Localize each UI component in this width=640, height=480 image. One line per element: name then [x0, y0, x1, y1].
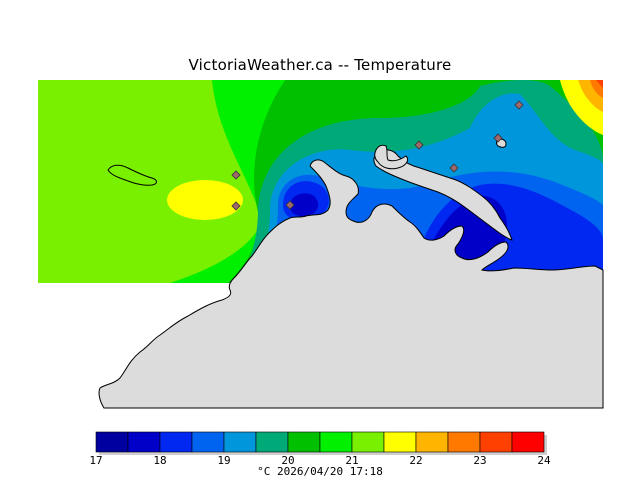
station-marker[interactable] [449, 163, 459, 173]
station-marker[interactable] [414, 140, 424, 150]
colorbar-bin [447, 431, 481, 453]
contour-21.5-22-warm-patch [167, 180, 243, 220]
island-north-hook [374, 144, 409, 170]
colorbar [95, 431, 547, 455]
colorbar-bin [351, 431, 385, 453]
colorbar-bin [159, 431, 193, 453]
colorbar-caption: °C 2026/04/20 17:18 [0, 465, 640, 478]
land-mass [98, 159, 604, 409]
station-marker[interactable] [231, 201, 241, 211]
station-marker[interactable] [493, 133, 503, 143]
colorbar-tick-label: 23 [473, 454, 487, 467]
colorbar-bin [127, 431, 161, 453]
colorbar-tick-label: 21 [345, 454, 359, 467]
colorbar-tick-label: 22 [409, 454, 423, 467]
colorbar-bin [319, 431, 353, 453]
colorbar-bin [287, 431, 321, 453]
colorbar-bin [383, 431, 417, 453]
colorbar-tick-label: 19 [217, 454, 231, 467]
station-marker[interactable] [285, 200, 295, 210]
timestamp-label: 2026/04/20 17:18 [276, 465, 383, 478]
colorbar-bin [479, 431, 513, 453]
colorbar-bin [95, 431, 129, 453]
colorbar-tick-label: 20 [281, 454, 295, 467]
contour-22.5-23-ne [590, 80, 603, 98]
map-title: VictoriaWeather.ca -- Temperature [188, 56, 452, 74]
island-west [107, 164, 157, 186]
colorbar-bin [255, 431, 289, 453]
unit-label: °C [257, 465, 271, 478]
colorbar-tick-label: 18 [153, 454, 167, 467]
colorbar-bin [191, 431, 225, 453]
colorbar-bin [223, 431, 257, 453]
contour-17.5-18-west [290, 193, 319, 217]
colorbar-bin [511, 431, 545, 453]
weather-stations [231, 100, 524, 211]
colorbar-tick-label: 24 [537, 454, 551, 467]
colorbar-bin [415, 431, 449, 453]
peninsula-spit [373, 149, 513, 241]
colorbar-tick-label: 17 [89, 454, 103, 467]
contour-23-23.5-ne [596, 80, 603, 88]
station-marker[interactable] [514, 100, 524, 110]
station-marker[interactable] [231, 170, 241, 180]
